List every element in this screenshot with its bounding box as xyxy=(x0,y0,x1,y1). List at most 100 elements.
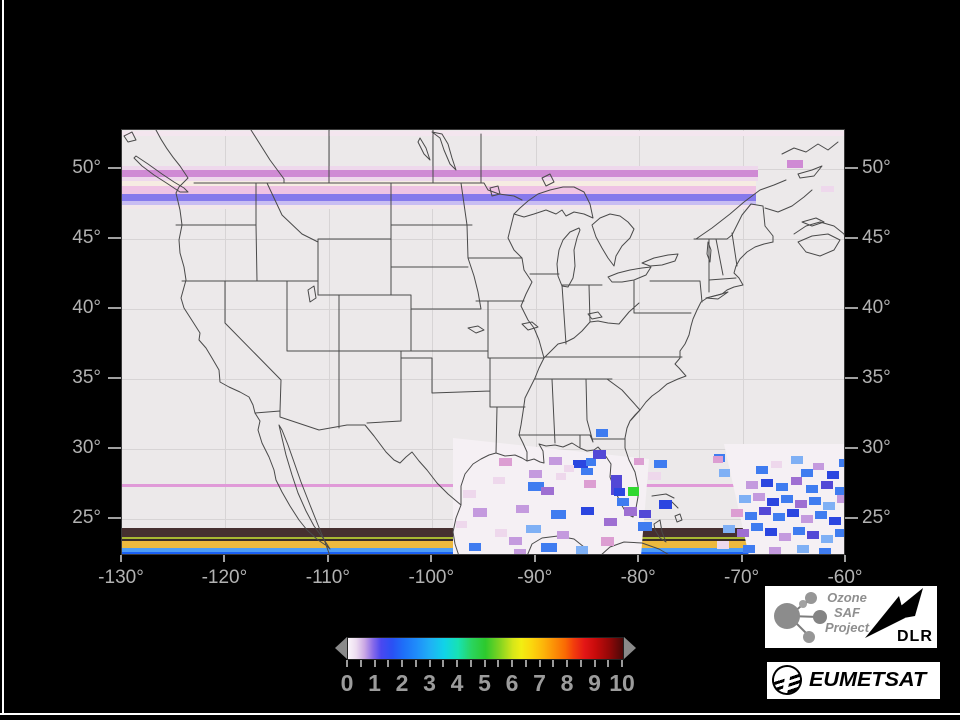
data-pixel xyxy=(541,487,554,495)
colorbar-tick xyxy=(621,660,623,667)
lat-tick-right xyxy=(845,517,858,519)
overlay-band xyxy=(122,186,756,194)
data-pixel xyxy=(516,505,529,513)
lon-label-bottom: -80° xyxy=(620,567,656,588)
colorbar-tick-label: 0 xyxy=(340,670,354,696)
colorbar-right-arrow xyxy=(624,637,636,659)
data-pixel xyxy=(827,471,839,479)
data-pixel xyxy=(526,525,541,533)
data-pixel xyxy=(463,490,476,498)
lon-label-bottom: -130° xyxy=(98,567,144,588)
data-pixel xyxy=(821,535,833,543)
colorbar-tick xyxy=(414,660,417,667)
data-pixel xyxy=(751,523,763,531)
data-pixel xyxy=(584,480,596,488)
colorbar-tick-label: 2 xyxy=(395,670,409,696)
grid-line-lon xyxy=(432,130,434,554)
lat-tick-left xyxy=(108,517,121,519)
colorbar-tick-label: 8 xyxy=(560,670,574,696)
eumetsat-logo-block: EUMETSAT xyxy=(767,661,940,699)
data-pixel xyxy=(839,459,844,467)
lon-label-bottom: -120° xyxy=(201,567,248,588)
colorbar-tick xyxy=(524,660,527,667)
data-pixel xyxy=(576,546,588,554)
lon-tick-bottom xyxy=(326,555,329,562)
data-pixel xyxy=(797,545,809,553)
ozone-saf-dlr-logo-block: Ozone SAF Project DLR xyxy=(765,586,937,648)
colorbar-tick-label: 6 xyxy=(505,670,519,696)
data-pixel xyxy=(746,481,758,489)
lat-label-right: 25° xyxy=(862,507,891,528)
colorbar-tick xyxy=(552,660,555,667)
lat-label-left: 45° xyxy=(72,227,101,248)
data-pixel xyxy=(739,495,751,503)
overlay-band xyxy=(122,205,756,209)
data-pixel xyxy=(821,481,833,489)
lon-tick-bottom xyxy=(223,555,226,562)
lat-label-right: 45° xyxy=(862,227,891,248)
dlr-logo-text: DLR xyxy=(897,628,933,645)
data-pixel xyxy=(809,497,821,505)
lat-tick-right xyxy=(845,447,858,449)
data-pixel xyxy=(573,460,588,468)
colorbar-tick xyxy=(401,660,403,667)
lon-tick-bottom xyxy=(844,555,846,562)
data-pixel xyxy=(771,461,782,468)
data-pixel xyxy=(509,537,522,545)
grid-line-lat xyxy=(122,309,844,310)
coastline-northeast-canada xyxy=(693,141,844,257)
data-pixel xyxy=(564,465,574,472)
eumetsat-logo-text: EUMETSAT xyxy=(809,669,927,691)
lat-label-left: 50° xyxy=(72,157,101,178)
grid-line-lat xyxy=(122,379,844,380)
lon-tick-bottom xyxy=(120,555,122,562)
lat-tick-left xyxy=(108,167,121,169)
data-pixel xyxy=(719,469,730,477)
lon-label-bottom: -100° xyxy=(408,567,455,588)
data-pixel xyxy=(528,482,544,491)
colorbar-tick xyxy=(428,660,431,667)
colorbar-tick xyxy=(346,660,348,667)
data-pixel xyxy=(614,488,625,496)
data-pixel xyxy=(648,472,661,480)
colorbar-tick xyxy=(483,660,486,667)
lat-tick-left xyxy=(108,307,121,309)
data-pixel xyxy=(596,429,608,437)
overlay-band xyxy=(122,194,756,201)
lat-tick-right xyxy=(845,167,858,169)
colorbar-tick-label: 7 xyxy=(533,670,546,696)
lon-label-bottom: -60° xyxy=(827,567,863,588)
data-pixel xyxy=(604,518,617,526)
data-pixel xyxy=(767,498,779,506)
lat-label-left: 25° xyxy=(72,507,101,528)
data-pixel xyxy=(654,460,667,468)
grid-line-lon xyxy=(639,130,641,554)
data-pixel xyxy=(495,529,507,537)
colorbar-tick xyxy=(373,660,376,667)
data-pixel xyxy=(823,502,835,510)
data-pixel xyxy=(753,493,765,501)
colorbar-tick-label: 1 xyxy=(368,670,381,696)
lat-label-right: 40° xyxy=(862,297,891,318)
data-pixel xyxy=(617,498,629,506)
data-pixel xyxy=(835,529,844,537)
lat-tick-left xyxy=(108,377,121,379)
data-pixel xyxy=(473,508,487,517)
vancouver-island xyxy=(123,131,189,193)
data-pixel xyxy=(806,485,818,493)
data-pixel xyxy=(795,500,807,508)
data-pixel xyxy=(624,507,637,516)
data-pixel xyxy=(529,470,542,478)
data-pixel xyxy=(821,186,834,192)
coastline-west xyxy=(155,130,331,554)
data-pixel xyxy=(499,458,512,466)
ozone-logo-line1: Ozone xyxy=(827,590,867,605)
lat-tick-right xyxy=(845,377,858,379)
overlay-band xyxy=(122,177,758,181)
data-pixel xyxy=(759,507,771,515)
data-pixel xyxy=(835,487,844,495)
border-us-mexico xyxy=(254,410,462,554)
data-pixel xyxy=(549,457,562,465)
lon-tick-bottom xyxy=(430,555,433,562)
colorbar-tick-label: 4 xyxy=(450,670,464,696)
